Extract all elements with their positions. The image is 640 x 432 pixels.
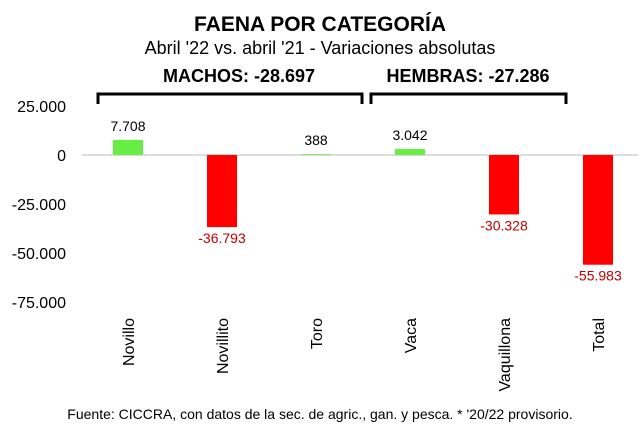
group-bracket-hembras — [369, 92, 568, 104]
x-label-novillo: Novillo — [121, 318, 138, 366]
y-tick-label: -25.000 — [12, 197, 66, 214]
data-label-vaquillona: -30.328 — [480, 217, 528, 233]
data-labels: 7.708 -36.793 388 3.042 -30.328 -55.983 — [110, 118, 621, 284]
data-label-novillo: 7.708 — [110, 118, 145, 134]
bar-novillito — [207, 155, 237, 228]
y-tick-label: -50.000 — [12, 246, 66, 263]
y-tick-label: -75.000 — [12, 295, 66, 312]
group-bracket-machos — [96, 92, 364, 104]
x-label-novillito: Novillito — [215, 318, 232, 374]
x-axis-labels: Novillo Novillito Toro Vaca Vaquillona Total — [121, 318, 608, 392]
data-label-toro: 388 — [304, 132, 328, 148]
source-note: Fuente: CICCRA, con datos de la sec. de … — [67, 406, 572, 422]
bar-novillo — [113, 139, 143, 155]
chart-subtitle: Abril '22 vs. abril '21 - Variaciones ab… — [145, 38, 496, 58]
bar-vaca — [395, 149, 425, 155]
data-label-novillito: -36.793 — [198, 230, 246, 246]
x-label-total: Total — [591, 318, 608, 352]
group-label-hembras: HEMBRAS: -27.286 — [386, 66, 549, 86]
bar-toro — [301, 154, 331, 155]
chart-title: FAENA POR CATEGORÍA — [194, 13, 446, 36]
x-label-toro: Toro — [309, 318, 326, 349]
bar-vaquillona — [489, 155, 519, 215]
y-tick-label: 0 — [57, 148, 66, 165]
bar-total — [583, 155, 613, 265]
x-label-vaca: Vaca — [403, 318, 420, 353]
y-tick-label: 25.000 — [17, 99, 66, 116]
group-label-machos: MACHOS: -28.697 — [163, 66, 315, 86]
x-label-vaquillona: Vaquillona — [497, 318, 514, 392]
bars — [113, 139, 613, 265]
y-axis-ticks: 25.000 0 -25.000 -50.000 -75.000 — [12, 99, 66, 312]
data-label-total: -55.983 — [574, 268, 622, 284]
data-label-vaca: 3.042 — [392, 127, 427, 143]
